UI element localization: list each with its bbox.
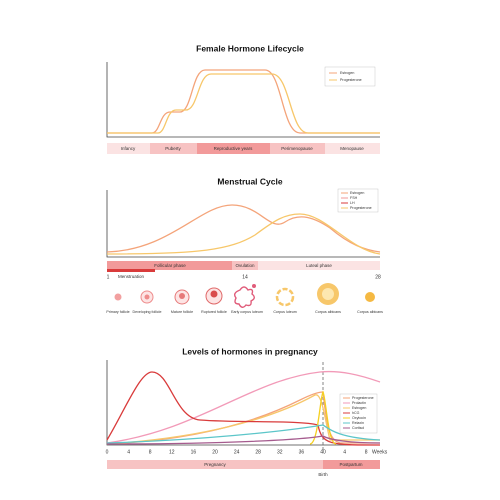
legend-label: Estrogen (350, 191, 364, 195)
day-label: 28 (375, 274, 381, 280)
week-tick-label: 36 (299, 449, 305, 455)
stage-label: Ruptured follicle (201, 310, 227, 314)
phase-label: Pregnancy (204, 462, 226, 467)
legend-label: FSH (350, 196, 358, 200)
week-tick-label: 32 (277, 449, 283, 455)
axes (106, 62, 380, 138)
phase-label: Follicular phase (154, 263, 186, 268)
progesterone-curve (107, 73, 380, 134)
estrogen-curve (106, 394, 380, 445)
legend-label: Prolactin (352, 401, 366, 405)
legend-label: LH (350, 201, 355, 205)
week-tick-label: 20 (212, 449, 218, 455)
phase (323, 460, 380, 469)
stage-label: Developing follicle (133, 310, 162, 314)
stage-label: Corpus albicans (315, 310, 341, 314)
phase-label: Puberty (165, 146, 181, 151)
week-tick-label: 12 (169, 449, 175, 455)
legend-label: Progesterone (340, 78, 362, 82)
progesterone-curve (106, 213, 381, 255)
week-tick-label: 0 (106, 449, 109, 455)
legend-box (337, 188, 379, 213)
week-tick-label: 4 (127, 449, 130, 455)
birth-label: Birth (318, 472, 328, 477)
relaxin-curve (106, 424, 381, 444)
estrogen-curve (106, 204, 381, 253)
estrogen-curve (107, 69, 380, 134)
phase (197, 143, 270, 154)
phase (150, 143, 197, 154)
phase-label: Reproductive years (214, 146, 254, 151)
phase (325, 143, 380, 154)
chart-title: Levels of hormones in pregnancy (182, 346, 318, 356)
legend-label: Cortisol (352, 426, 364, 430)
chart-title: Female Hormone Lifecycle (196, 43, 304, 53)
phase (107, 261, 232, 270)
phase-label: Infancy (121, 146, 136, 151)
prolactin-curve (106, 370, 381, 444)
week-tick-label: 16 (191, 449, 197, 455)
phase (107, 460, 323, 469)
progesterone-curve (106, 391, 380, 445)
phase-label: Perimenopause (281, 146, 313, 151)
stage-label: Corpus albicans (357, 310, 383, 314)
legend-label: Oxytocin (352, 416, 366, 420)
legend-box (324, 66, 376, 87)
day-label: 1 (107, 274, 110, 280)
menstruation-label: Menstruation (118, 274, 145, 279)
phase (107, 143, 150, 154)
phase-label: Menopause (340, 146, 364, 151)
phase (270, 143, 325, 154)
stage-label: Mature follicle (171, 310, 193, 314)
day-label: 14 (242, 274, 248, 280)
legend-label: Relaxin (352, 421, 364, 425)
legend-label: Estrogen (352, 406, 366, 410)
week-tick-label: 40 (320, 449, 326, 455)
cortisol-curve (106, 435, 381, 445)
legend: ProgesteroneProlactinEstrogenhCGOxytocin… (339, 393, 378, 434)
menstruation-bar (107, 269, 155, 272)
week-tick-label: 4 (343, 449, 346, 455)
week-tick-label: 24 (234, 449, 240, 455)
week-ticks: 0 4 8 12 16 20 24 28 32 36 40 4 8 (106, 449, 368, 455)
weeks-label: Weeks (372, 449, 388, 455)
stage-label: Corpus luteum (273, 310, 296, 314)
legend-label: hCG (352, 411, 360, 415)
phase-label: Ovulation (235, 263, 255, 268)
axes (106, 190, 380, 258)
follicle-icons (114, 283, 375, 308)
week-tick-label: 28 (255, 449, 261, 455)
stage-label: Early corpus luteum (231, 310, 263, 314)
legend-label: Progesterone (350, 206, 372, 210)
stage-label: Primary follicle (106, 310, 129, 314)
week-tick-label: 8 (365, 449, 368, 455)
legend-label: Progesterone (352, 396, 374, 400)
legend-label: Estrogen (340, 71, 354, 75)
phase-label: Postpartum (339, 462, 362, 467)
week-tick-label: 8 (149, 449, 152, 455)
oxytocin-curve (309, 390, 337, 445)
chart-title: Menstrual Cycle (217, 176, 282, 186)
axes (106, 360, 380, 446)
phase (232, 261, 258, 270)
phase-label: Luteal phase (306, 263, 332, 268)
phase (258, 261, 380, 270)
